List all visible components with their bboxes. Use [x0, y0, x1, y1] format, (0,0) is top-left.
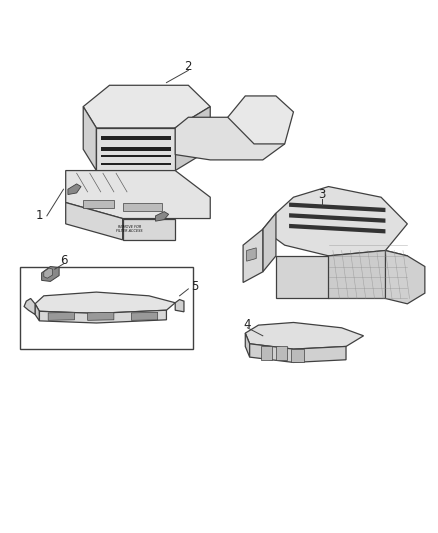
Polygon shape [123, 219, 175, 240]
Polygon shape [66, 203, 123, 240]
Polygon shape [83, 85, 210, 128]
Polygon shape [24, 298, 35, 314]
Polygon shape [101, 171, 171, 173]
Polygon shape [131, 312, 158, 320]
Polygon shape [276, 346, 287, 360]
Polygon shape [328, 251, 407, 298]
Text: 1: 1 [35, 209, 43, 222]
Polygon shape [289, 224, 385, 233]
Polygon shape [228, 96, 293, 144]
Polygon shape [175, 107, 210, 171]
Polygon shape [263, 187, 407, 256]
Polygon shape [289, 203, 385, 212]
Polygon shape [101, 163, 171, 165]
Polygon shape [101, 136, 171, 140]
Polygon shape [44, 268, 53, 278]
Polygon shape [96, 128, 175, 171]
Polygon shape [175, 117, 285, 160]
Polygon shape [245, 333, 250, 357]
Polygon shape [123, 203, 162, 211]
Polygon shape [83, 200, 114, 208]
Polygon shape [247, 248, 256, 261]
Polygon shape [35, 304, 39, 321]
Polygon shape [88, 312, 114, 320]
Polygon shape [261, 346, 272, 360]
Text: REMOVE FOR
FILTER ACCESS: REMOVE FOR FILTER ACCESS [116, 225, 142, 233]
Text: 5: 5 [191, 280, 198, 293]
Polygon shape [39, 310, 166, 323]
Polygon shape [66, 171, 210, 219]
Polygon shape [42, 266, 59, 281]
Polygon shape [155, 212, 169, 221]
Polygon shape [289, 213, 385, 223]
Polygon shape [35, 292, 175, 313]
Polygon shape [263, 213, 276, 272]
Polygon shape [385, 251, 425, 304]
Polygon shape [101, 147, 171, 151]
Text: 6: 6 [60, 254, 67, 266]
Polygon shape [48, 312, 74, 320]
Polygon shape [243, 229, 263, 282]
Text: 4: 4 [244, 318, 251, 330]
Text: 3: 3 [318, 188, 325, 201]
Polygon shape [175, 300, 184, 312]
Polygon shape [101, 155, 171, 157]
FancyBboxPatch shape [20, 266, 193, 349]
Text: 2: 2 [184, 60, 192, 73]
Polygon shape [250, 344, 346, 362]
Polygon shape [291, 349, 304, 362]
Polygon shape [276, 256, 328, 298]
Polygon shape [83, 107, 96, 171]
Polygon shape [68, 184, 81, 195]
Polygon shape [245, 322, 364, 349]
